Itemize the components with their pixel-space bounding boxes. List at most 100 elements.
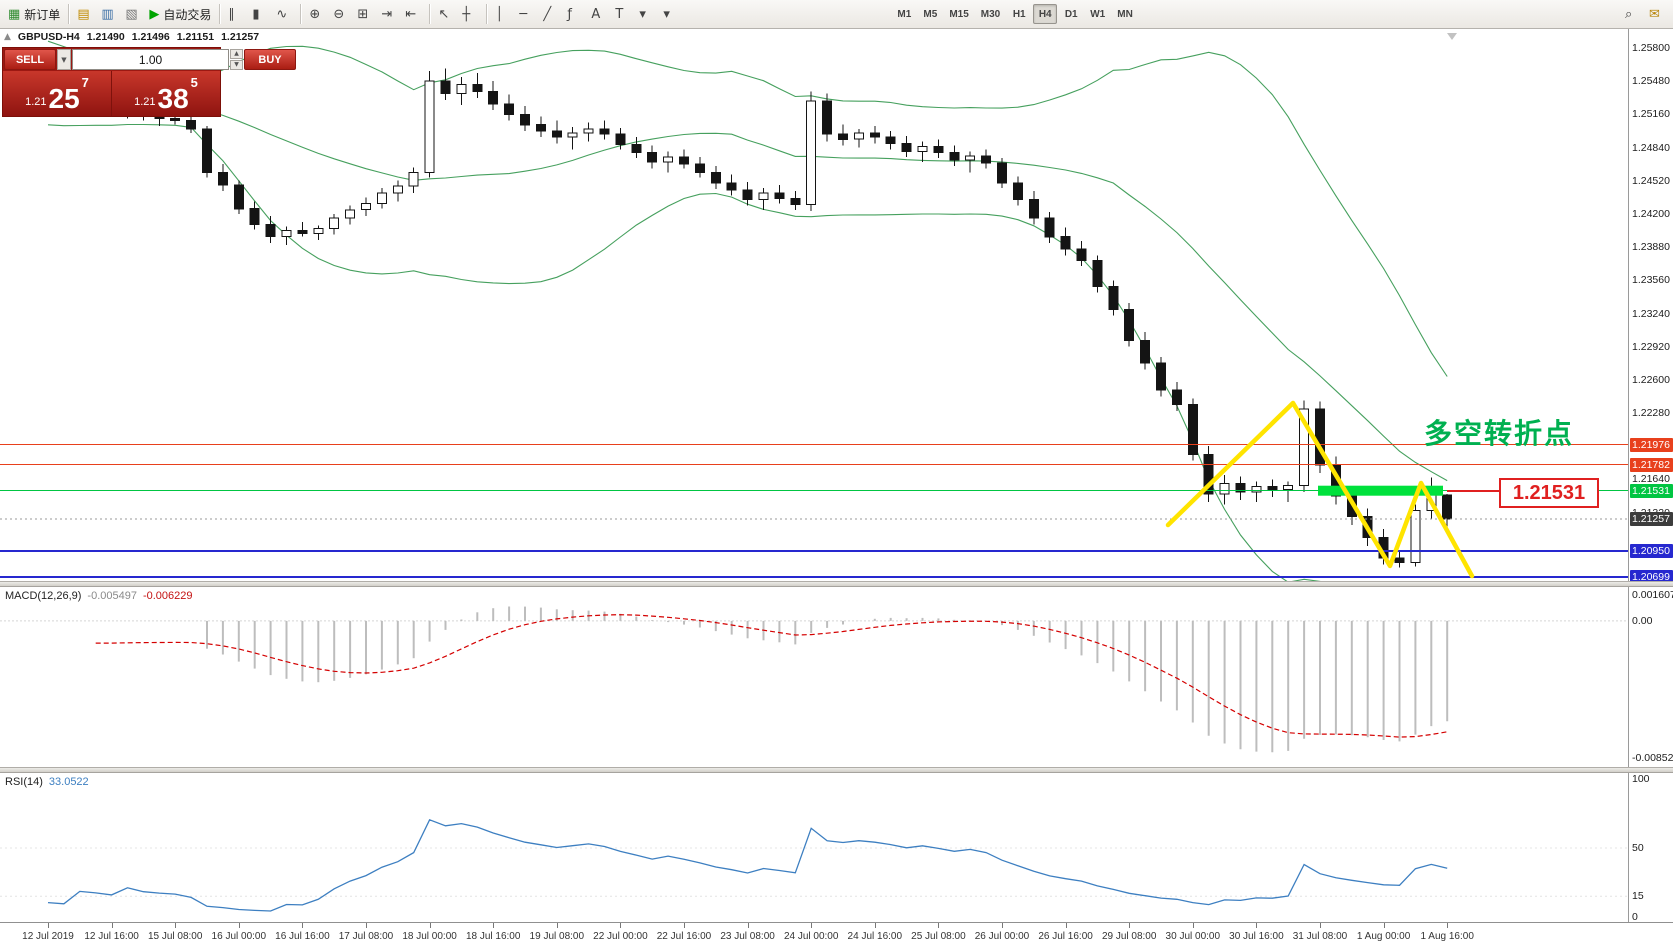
volume-input[interactable] [72, 49, 229, 70]
time-axis-label: 12 Jul 2019 [22, 931, 74, 942]
line-price-tag: 1.21976 [1630, 437, 1673, 452]
macd-axis-label: 0.001607 [1632, 589, 1673, 601]
horizontal-line-icon[interactable]: ─ [515, 2, 539, 26]
sell-button[interactable]: SELL [4, 49, 56, 70]
terminal-icon: ▧ [125, 6, 138, 22]
vertical-line-icon[interactable]: │ [491, 2, 515, 26]
candlestick-chart-icon[interactable]: ▮ [248, 2, 272, 26]
time-axis-label: 18 Jul 00:00 [402, 931, 457, 942]
timeframe-m30[interactable]: M30 [976, 4, 1005, 24]
timeframe-m15[interactable]: M15 [944, 4, 973, 24]
timeframe-h4[interactable]: H4 [1033, 4, 1058, 24]
toolbar-separator [486, 4, 488, 24]
zoom-out-icon[interactable]: ⊖ [329, 2, 353, 26]
volume-increase-button[interactable]: ▲ [230, 49, 243, 59]
price-callout-label[interactable]: 1.21531 [1499, 478, 1599, 508]
autotrading-button[interactable]: ▶ 自动交易 [145, 2, 215, 26]
callout-connector-line [1447, 490, 1499, 492]
line-chart-icon[interactable]: ∿ [272, 2, 296, 26]
volume-dropdown-button[interactable]: ▼ [57, 49, 71, 70]
price-axis-label: 1.24200 [1632, 207, 1670, 220]
toolbar-group-pointer: ↖ ┼ [434, 2, 482, 26]
zoom-in-icon[interactable]: ⊕ [305, 2, 329, 26]
time-tick [238, 923, 240, 928]
timeframe-m1[interactable]: M1 [892, 4, 916, 24]
buy-button[interactable]: BUY [244, 49, 296, 70]
symbol-name: GBPUSD-H4 [17, 31, 80, 43]
time-tick [1256, 923, 1258, 928]
terminal-icon[interactable]: ▧ [121, 2, 145, 26]
macd-axis-label: -0.008522 [1632, 752, 1673, 764]
timeframe-toolbar: M1 M5 M15 M30 H1 H4 D1 W1 MN [891, 4, 1138, 24]
timeframe-w1[interactable]: W1 [1085, 4, 1110, 24]
search-icon[interactable]: ⌕ [1621, 2, 1645, 26]
bar-chart-icon[interactable]: ∥ [224, 2, 248, 26]
toolbar-separator [429, 4, 431, 24]
line-price-tag: 1.20950 [1630, 543, 1673, 558]
autotrading-icon: ▶ [149, 6, 160, 22]
support-highlight-band[interactable] [1318, 485, 1443, 496]
arrows-dropdown-icon[interactable]: ▾ [635, 2, 659, 26]
community-icon[interactable]: ✉ [1645, 2, 1669, 26]
buy-price[interactable]: 1.21 38 5 [111, 71, 220, 116]
toolbar: ▦ 新订单 ▤ ▥ ▧ ▶ 自动交易 ∥ ▮ ∿ ⊕ ⊖ ⊞ ⇥ ⇤ ↖ ┼ │ ─ ╱ ƒ A T ▾ ▾ M1 M5 M15 M30… [0, 0, 1673, 29]
price-axis-label: 1.25480 [1632, 75, 1670, 88]
timeframe-mn[interactable]: MN [1112, 4, 1138, 24]
volume-decrease-button[interactable]: ▼ [230, 60, 243, 70]
rsi-axis-label: 100 [1632, 773, 1650, 785]
price-axis-label: 1.23880 [1632, 241, 1670, 254]
zoom-out-icon: ⊖ [333, 6, 345, 22]
toolbar-separator [219, 4, 221, 24]
time-axis-label: 23 Jul 08:00 [720, 931, 775, 942]
rsi-label: RSI(14) [5, 776, 43, 788]
timeframe-d1[interactable]: D1 [1059, 4, 1083, 24]
fibonacci-icon[interactable]: ƒ [563, 2, 587, 26]
time-tick [1447, 923, 1449, 928]
timeframe-h1[interactable]: H1 [1007, 4, 1031, 24]
cursor-icon[interactable]: ↖ [434, 2, 458, 26]
text-tool-icon[interactable]: A [587, 2, 611, 26]
trendline-icon[interactable]: ╱ [539, 2, 563, 26]
time-axis-label: 24 Jul 16:00 [847, 931, 903, 942]
macd-pane-separator[interactable] [0, 581, 1673, 587]
new-order-button-label: 新订单 [24, 7, 61, 22]
turning-point-annotation[interactable]: 多空转折点 [1424, 418, 1575, 449]
rsi-axis-label: 50 [1632, 842, 1644, 854]
chart-drawings[interactable] [1165, 400, 1475, 579]
time-axis-label: 31 Jul 08:00 [1292, 931, 1348, 942]
time-tick [1129, 923, 1131, 928]
auto-scroll-icon[interactable]: ⇥ [377, 2, 401, 26]
chart-shift-icon: ⇤ [405, 6, 417, 22]
sell-price[interactable]: 1.21 25 7 [25, 75, 89, 115]
shapes-dropdown-icon[interactable]: ▾ [659, 2, 683, 26]
time-tick [556, 923, 558, 928]
data-window-icon[interactable]: ▥ [97, 2, 121, 26]
bar-chart-icon: ∥ [228, 6, 235, 22]
time-axis-label: 22 Jul 16:00 [656, 931, 712, 942]
time-tick [938, 923, 940, 928]
toolbar-group-panels: ▤ ▥ ▧ ▶ 自动交易 [73, 2, 215, 26]
label-tool-icon[interactable]: T [611, 2, 635, 26]
ohlc-high: 1.21496 [131, 31, 170, 43]
rsi-value: 33.0522 [48, 776, 89, 788]
crosshair-icon[interactable]: ┼ [458, 2, 482, 26]
price-axis[interactable]: 1.25800 1.25480 1.25160 1.24840 1.24520 1.242… [1628, 29, 1673, 923]
market-watch-icon[interactable]: ▤ [73, 2, 97, 26]
timeframe-m5[interactable]: M5 [918, 4, 942, 24]
time-axis-label: 24 Jul 00:00 [783, 931, 839, 942]
time-axis-label: 1 Aug 16:00 [1420, 931, 1474, 942]
chart-canvas[interactable] [0, 29, 1628, 922]
collapse-quote-icon[interactable]: ▲ [4, 32, 11, 42]
time-axis-label: 30 Jul 16:00 [1229, 931, 1284, 942]
rsi-pane-separator[interactable] [0, 767, 1673, 773]
chart-shift-icon[interactable]: ⇤ [401, 2, 425, 26]
time-tick [874, 923, 876, 928]
time-tick [48, 923, 49, 928]
time-tick [1383, 923, 1385, 928]
time-axis[interactable]: 12 Jul 2019 12 Jul 16:00 15 Jul 08:00 16 Ju… [0, 922, 1673, 951]
market-watch-icon: ▤ [77, 6, 90, 22]
tile-windows-icon[interactable]: ⊞ [353, 2, 377, 26]
trend-zigzag-drawing[interactable] [1165, 400, 1475, 579]
cursor-icon: ↖ [438, 6, 450, 22]
new-order-button[interactable]: ▦ 新订单 [4, 2, 64, 26]
